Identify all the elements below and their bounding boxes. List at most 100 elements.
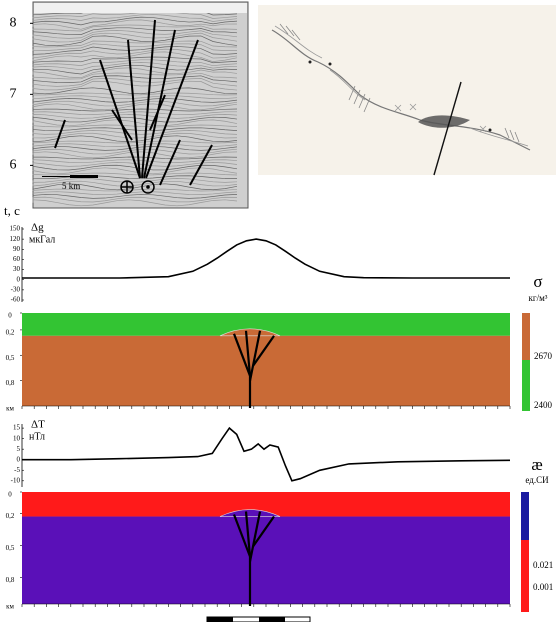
- fault-sketch: [258, 5, 556, 176]
- curve-label: ΔT: [31, 419, 45, 431]
- reflector: [32, 32, 238, 43]
- reflector: [32, 87, 238, 95]
- y-tick-label: 0: [8, 312, 12, 320]
- reflector: [32, 95, 238, 100]
- reflector: [32, 151, 238, 159]
- reflector: [32, 178, 238, 183]
- y-tick-label: 0,5: [6, 354, 15, 362]
- colorbar-segment: [521, 540, 529, 612]
- reflector: [32, 16, 238, 26]
- fault: [141, 19, 156, 179]
- y-tick-label: 0,2: [6, 329, 15, 337]
- fault: [252, 515, 275, 548]
- y-tick-label: 6: [10, 158, 17, 173]
- y-tick-label: 90: [13, 245, 21, 253]
- reflector: [32, 14, 238, 22]
- reflector: [32, 72, 238, 80]
- reflector: [32, 35, 238, 47]
- reflector: [32, 124, 238, 128]
- reflector: [32, 19, 238, 30]
- symbol: [141, 180, 155, 194]
- y-unit: км: [6, 603, 14, 611]
- y-tick-label: 120: [10, 235, 21, 243]
- reflector: [32, 180, 238, 187]
- reflector: [32, 175, 238, 180]
- reflector: [32, 188, 238, 192]
- reflector: [32, 116, 238, 123]
- reflector: [32, 194, 238, 199]
- reflector: [32, 135, 238, 143]
- y-tick-label: 0,8: [6, 576, 15, 584]
- colorbar-segment: [522, 313, 530, 360]
- fault: [149, 94, 166, 131]
- reflector: [32, 27, 238, 35]
- y-tick-label: 5: [17, 445, 21, 453]
- y-unit: км: [6, 405, 14, 413]
- scale-bar: [206, 616, 311, 622]
- reflector: [32, 98, 238, 103]
- symbol: [121, 181, 133, 193]
- colorbar-segment: [521, 492, 529, 540]
- y-tick-label: 60: [13, 255, 21, 263]
- reflector: [32, 114, 238, 119]
- fault: [54, 119, 66, 149]
- reflector: [32, 100, 238, 107]
- fault: [159, 139, 181, 186]
- y-tick-label: -60: [11, 296, 21, 304]
- reflector: [32, 30, 238, 39]
- reflector: [32, 127, 238, 132]
- fault: [248, 330, 262, 382]
- reflector: [32, 80, 238, 91]
- reflector: [32, 64, 238, 75]
- layer: [22, 313, 510, 336]
- fault: [145, 39, 199, 179]
- colorbar-symbol: σ: [533, 272, 542, 291]
- y-tick-label: 15: [13, 424, 21, 432]
- fault: [143, 29, 176, 179]
- reflector: [32, 119, 238, 127]
- reflector: [32, 92, 238, 96]
- colorbar-tick-label: 0.001: [533, 582, 553, 592]
- y-tick-label: 30: [13, 265, 21, 273]
- reflector: [32, 24, 238, 32]
- curve: [22, 238, 510, 279]
- y-tick-label: 0: [17, 455, 21, 463]
- fault: [244, 330, 252, 376]
- curve-unit: нТл: [29, 431, 45, 442]
- curve: [22, 426, 511, 482]
- reflector: [32, 132, 238, 139]
- colorbar-segment: [522, 360, 530, 411]
- y-tick-label: 0,5: [6, 544, 15, 552]
- reflector: [32, 167, 238, 175]
- fault: [127, 39, 141, 179]
- y-axis-label: t, c: [4, 203, 20, 218]
- reflector: [32, 111, 238, 116]
- reflector: [32, 156, 238, 160]
- reflector: [32, 148, 238, 155]
- y-tick-label: 150: [10, 225, 21, 233]
- colorbar-tick-label: 0.021: [533, 560, 553, 570]
- symbol: [146, 185, 150, 189]
- y-tick-label: -30: [11, 285, 21, 293]
- colorbar-unit: ед.СИ: [525, 475, 549, 485]
- curve-unit: мкГал: [29, 234, 55, 245]
- y-tick-label: 0: [17, 275, 21, 283]
- reflector: [32, 103, 238, 111]
- reflector: [32, 67, 238, 79]
- reflector: [32, 108, 238, 112]
- layer: [22, 516, 510, 604]
- y-tick-label: 8: [10, 16, 17, 31]
- reflector: [32, 11, 238, 19]
- y-tick-label: -5: [14, 466, 20, 474]
- reflector: [32, 75, 238, 83]
- y-tick-label: 0: [8, 491, 12, 499]
- fault: [189, 144, 213, 186]
- y-tick-label: 10: [13, 434, 21, 442]
- y-tick-label: 7: [10, 87, 17, 102]
- reflector: [32, 183, 238, 191]
- fault: [248, 511, 262, 562]
- reflector: [32, 196, 238, 203]
- fault: [99, 59, 141, 179]
- fault: [252, 335, 275, 367]
